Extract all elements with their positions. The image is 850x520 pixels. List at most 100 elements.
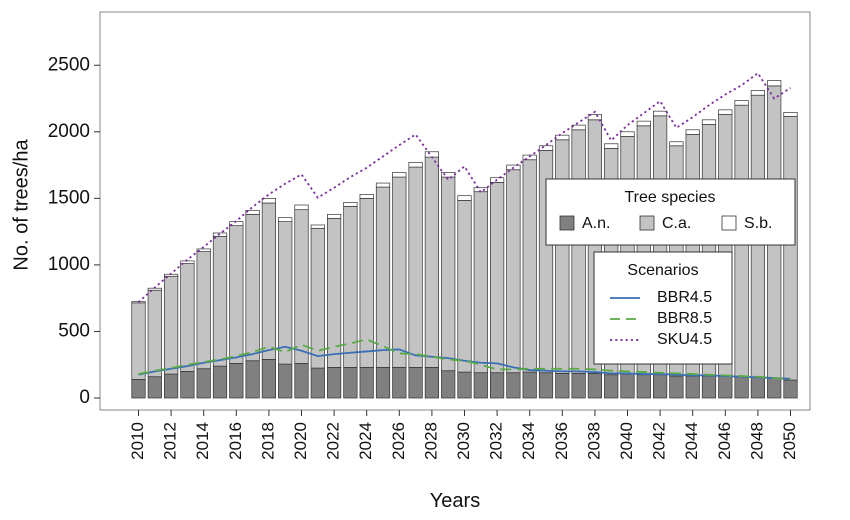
bar-s-b-2041 xyxy=(636,120,651,127)
bar-a-n-2039 xyxy=(604,374,619,399)
bar-a-n-2025 xyxy=(375,367,391,399)
bar-a-n-2024 xyxy=(359,367,374,399)
bar-s-b-2040 xyxy=(620,131,635,137)
bar-a-n-2029 xyxy=(441,370,456,399)
bar-c-a-2036 xyxy=(555,139,570,374)
bar-a-n-2028 xyxy=(424,367,439,399)
bar-a-n-2020 xyxy=(294,363,309,399)
bar-s-b-2043 xyxy=(669,141,684,147)
bar-a-n-2031 xyxy=(473,372,488,399)
bar-a-n-2021 xyxy=(310,367,325,399)
x-tick-label-2048: 2048 xyxy=(747,422,766,460)
bar-a-n-2046 xyxy=(718,375,733,399)
bar-c-a-2030 xyxy=(457,200,472,373)
x-tick-label-2022: 2022 xyxy=(324,422,343,460)
bar-a-n-2022 xyxy=(327,367,342,399)
species-legend-swatch-a-n xyxy=(559,215,575,231)
bar-s-b-2025 xyxy=(375,182,391,188)
bar-a-n-2047 xyxy=(734,376,749,399)
x-tick-label-2024: 2024 xyxy=(356,422,375,460)
bar-a-n-2012 xyxy=(164,373,179,399)
bar-a-n-2035 xyxy=(538,372,554,399)
bar-a-n-2018 xyxy=(261,359,276,399)
species-legend-label-a-n: A.n. xyxy=(582,215,610,232)
bar-a-n-2041 xyxy=(636,374,651,399)
bar-c-a-2018 xyxy=(261,202,276,360)
bar-c-a-2016 xyxy=(229,225,244,364)
x-tick-label-2012: 2012 xyxy=(161,422,180,460)
bar-a-n-2050 xyxy=(783,379,798,399)
bar-s-b-2020 xyxy=(294,204,309,211)
bar-c-a-2031 xyxy=(473,191,488,374)
bar-a-n-2010 xyxy=(131,379,146,399)
x-tick-label-2040: 2040 xyxy=(617,422,636,460)
species-legend-title: Tree species xyxy=(625,189,716,206)
bar-s-b-2042 xyxy=(652,110,668,117)
bar-c-a-2026 xyxy=(392,176,407,368)
bar-a-n-2044 xyxy=(685,375,700,399)
bar-s-b-2038 xyxy=(587,114,603,121)
bar-a-n-2048 xyxy=(750,377,766,399)
bar-c-a-2028 xyxy=(424,156,439,368)
x-tick-label-2044: 2044 xyxy=(682,422,701,460)
bar-a-n-2015 xyxy=(212,365,228,399)
x-tick-label-2028: 2028 xyxy=(421,422,440,460)
bar-a-n-2027 xyxy=(408,367,423,399)
scenario-legend-entries: BBR4.5 BBR8.5 SKU4.5 xyxy=(610,289,712,348)
bar-a-n-2016 xyxy=(229,363,244,399)
bar-a-n-2038 xyxy=(587,373,603,399)
bar-a-n-2042 xyxy=(652,374,668,399)
scenario-legend-label-bbr8-5: BBR8.5 xyxy=(657,310,712,327)
line-bbr8-5 xyxy=(138,338,791,381)
y-tick-label-2500: 2500 xyxy=(48,54,90,75)
bar-a-n-2033 xyxy=(506,372,521,399)
bar-s-b-2035 xyxy=(538,145,554,151)
bar-s-b-2037 xyxy=(571,124,586,131)
scenario-legend-label-bbr4-5: BBR4.5 xyxy=(657,289,712,306)
bar-a-n-2030 xyxy=(457,371,472,399)
line-bbr4-5 xyxy=(138,345,791,380)
x-tick-label-2014: 2014 xyxy=(193,422,212,460)
x-axis: 2010 2012 2014 2016 2018 2020 2022 2024 2026 2028… xyxy=(128,410,799,460)
y-tick-label-500: 500 xyxy=(58,320,90,341)
species-legend-entries: A.n. C.a. S.b. xyxy=(559,215,772,232)
bar-s-b-2029 xyxy=(441,172,456,178)
bar-c-a-2021 xyxy=(310,227,325,369)
bar-a-n-2049 xyxy=(767,377,782,399)
bar-c-a-2011 xyxy=(147,289,162,378)
x-tick-label-2018: 2018 xyxy=(258,422,277,460)
bar-c-a-2012 xyxy=(164,275,179,375)
bar-c-a-2015 xyxy=(212,235,228,367)
bar-s-b-2024 xyxy=(359,194,374,199)
scenario-legend-title: Scenarios xyxy=(627,262,698,279)
bar-s-b-2049 xyxy=(767,80,782,87)
bar-a-n-2037 xyxy=(571,373,586,399)
bar-a-n-2034 xyxy=(522,371,537,399)
scenario-legend-box xyxy=(593,251,733,365)
line-layer xyxy=(137,71,791,381)
y-tick-label-1000: 1000 xyxy=(48,254,90,275)
bar-c-a-2013 xyxy=(180,263,195,372)
x-tick-label-2038: 2038 xyxy=(584,422,603,460)
bar-a-n-2045 xyxy=(701,375,717,399)
bar-s-b-2018 xyxy=(261,198,276,204)
bar-c-a-2023 xyxy=(343,205,358,368)
bar-s-b-2019 xyxy=(278,217,293,223)
bar-c-a-2014 xyxy=(196,251,211,370)
x-tick-label-2030: 2030 xyxy=(454,422,473,460)
bar-s-b-2046 xyxy=(718,109,733,115)
bar-s-b-2027 xyxy=(408,162,423,168)
bar-c-a-2032 xyxy=(490,182,505,374)
bar-c-a-2033 xyxy=(506,169,521,374)
bar-s-b-2030 xyxy=(457,195,472,201)
x-tick-label-2046: 2046 xyxy=(715,422,734,460)
bar-s-b-2050 xyxy=(783,112,798,117)
bar-c-a-2029 xyxy=(441,176,456,372)
bar-c-a-2037 xyxy=(571,129,586,374)
bar-a-n-2040 xyxy=(620,373,635,399)
line-sku4-5 xyxy=(137,71,791,303)
bar-s-b-2039 xyxy=(604,143,619,149)
x-tick-label-2034: 2034 xyxy=(519,422,538,460)
x-tick-label-2036: 2036 xyxy=(552,422,571,460)
